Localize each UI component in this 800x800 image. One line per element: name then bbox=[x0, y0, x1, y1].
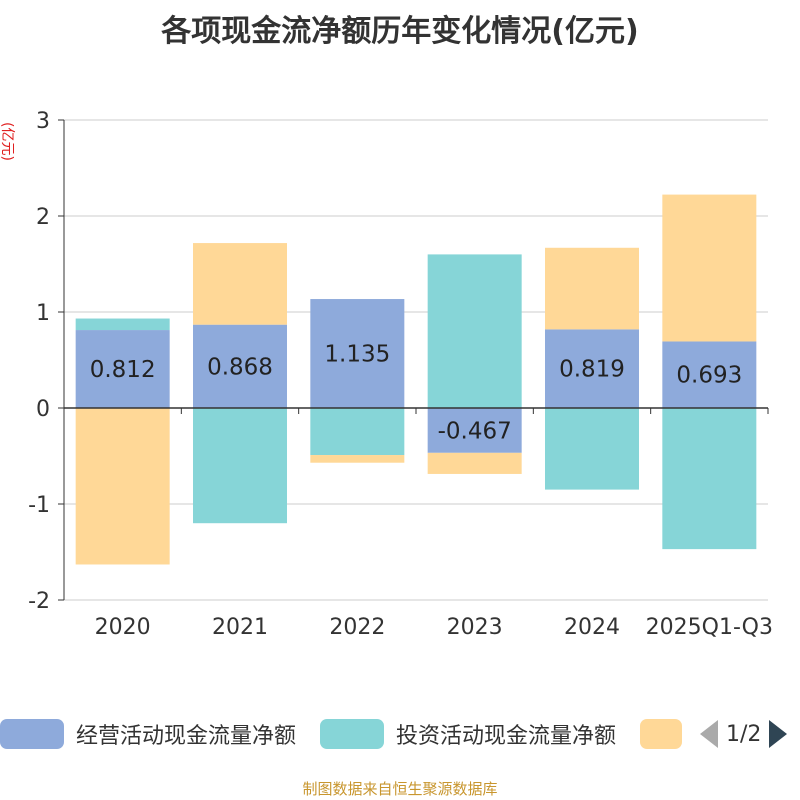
data-label: 1.135 bbox=[324, 342, 390, 368]
axes: 3 2 1 0 -1 -2 2020 2021 2022 2023 2024 2025Q1-Q3 bbox=[28, 109, 773, 640]
data-labels: 0.812 0.868 1.135 -0.467 0.819 0.693 bbox=[90, 342, 743, 445]
chevron-right-icon[interactable] bbox=[769, 720, 788, 748]
data-label: -0.467 bbox=[438, 418, 512, 444]
legend-label-investing: 投资活动现金流量净额 bbox=[396, 724, 617, 749]
y-tick-label: 3 bbox=[36, 109, 50, 134]
legend-label-operating: 经营活动现金流量净额 bbox=[76, 724, 297, 749]
bar-segment[interactable] bbox=[310, 408, 405, 456]
bar-segment[interactable] bbox=[75, 330, 170, 408]
bar-segment[interactable] bbox=[193, 408, 287, 524]
y-tick-label: -2 bbox=[28, 589, 50, 614]
chevron-left-icon[interactable] bbox=[700, 720, 718, 748]
y-tick-label: 2 bbox=[36, 205, 50, 230]
bar-segment[interactable] bbox=[310, 455, 405, 463]
bar-segment[interactable] bbox=[193, 243, 287, 325]
bar-segment[interactable] bbox=[193, 324, 287, 408]
bar-segment[interactable] bbox=[310, 299, 405, 408]
legend-swatch-financing bbox=[640, 719, 682, 749]
bar-segment[interactable] bbox=[545, 408, 639, 490]
bar-segment[interactable] bbox=[427, 408, 522, 453]
data-label: 0.812 bbox=[90, 357, 156, 383]
gridlines bbox=[64, 119, 768, 601]
x-tick-label: 2020 bbox=[95, 615, 151, 640]
bar-segment[interactable] bbox=[545, 329, 639, 408]
data-label: 0.819 bbox=[559, 357, 625, 383]
y-tick-label: 0 bbox=[36, 397, 50, 422]
bar-segment[interactable] bbox=[427, 452, 522, 474]
legend-pager: 1/2 bbox=[700, 716, 788, 752]
x-tick-label: 2022 bbox=[329, 615, 385, 640]
bar-segment[interactable] bbox=[662, 341, 757, 408]
y-axis-label: (亿元) bbox=[0, 122, 15, 161]
legend-item-operating[interactable]: 经营活动现金流量净额 bbox=[0, 716, 296, 752]
legend: 经营活动现金流量净额 投资活动现金流量净额 1/2 bbox=[0, 716, 800, 756]
y-tick-label: -1 bbox=[28, 493, 50, 518]
bar-segment[interactable] bbox=[427, 254, 522, 408]
x-tick-label: 2023 bbox=[447, 615, 503, 640]
bar-segment[interactable] bbox=[75, 408, 170, 565]
data-label: 0.693 bbox=[676, 363, 742, 389]
y-tick-label: 1 bbox=[36, 301, 50, 326]
legend-item-investing[interactable]: 投资活动现金流量净额 bbox=[320, 716, 616, 752]
source-note: 制图数据来自恒生聚源数据库 bbox=[302, 780, 498, 798]
legend-swatch-operating bbox=[0, 719, 64, 749]
x-tick-label: 2021 bbox=[212, 615, 268, 640]
legend-swatch-investing bbox=[320, 719, 384, 749]
bars bbox=[75, 194, 757, 565]
bar-segment[interactable] bbox=[662, 194, 757, 342]
bar-segment[interactable] bbox=[662, 408, 757, 550]
x-tick-label: 2024 bbox=[564, 615, 620, 640]
data-label: 0.868 bbox=[207, 354, 273, 380]
x-tick-label: 2025Q1-Q3 bbox=[646, 615, 773, 640]
legend-item-financing[interactable] bbox=[640, 716, 694, 752]
bar-segment[interactable] bbox=[75, 318, 170, 331]
chart-title: 各项现金流净额历年变化情况(亿元) bbox=[161, 14, 639, 49]
bar-segment[interactable] bbox=[545, 247, 639, 330]
legend-page-indicator: 1/2 bbox=[726, 721, 762, 747]
